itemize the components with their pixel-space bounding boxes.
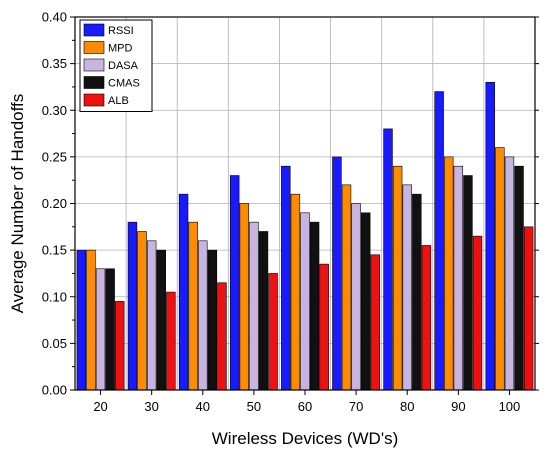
bar-dasa-40 <box>198 240 208 391</box>
legend-swatch-mpd <box>83 41 105 54</box>
y-tick-label: 0.00 <box>42 383 67 398</box>
y-tick-label: 0.20 <box>42 196 67 211</box>
bar-rssi-90 <box>434 91 444 391</box>
legend-swatch-dasa <box>83 58 105 72</box>
bar-mpd-100 <box>495 147 505 391</box>
x-tick-label: 70 <box>349 399 363 414</box>
legend-label-rssi: RSSI <box>108 25 134 37</box>
bar-dasa-20 <box>95 268 106 391</box>
bar-mpd-70 <box>341 184 352 391</box>
bar-cmas-80 <box>412 193 422 391</box>
x-tick-label: 60 <box>298 399 312 414</box>
bar-dasa-80 <box>402 184 412 391</box>
bar-dasa-70 <box>351 203 361 391</box>
legend-label-cmas: CMAS <box>108 78 140 90</box>
bar-dasa-100 <box>504 156 515 391</box>
bar-rssi-100 <box>485 81 495 391</box>
bar-alb-50 <box>268 273 278 391</box>
x-tick-label: 90 <box>451 399 465 414</box>
x-tick-label: 30 <box>144 399 158 414</box>
bar-rssi-40 <box>178 193 189 391</box>
bar-mpd-80 <box>392 165 403 391</box>
bar-dasa-50 <box>249 221 259 391</box>
bar-cmas-100 <box>514 165 524 391</box>
bar-alb-30 <box>166 291 176 391</box>
bar-cmas-90 <box>463 175 473 391</box>
bar-alb-80 <box>421 245 432 391</box>
bar-rssi-70 <box>332 156 342 391</box>
x-tick-label: 100 <box>499 399 521 414</box>
bar-rssi-60 <box>281 165 291 391</box>
x-tick-label: 50 <box>247 399 261 414</box>
bar-rssi-20 <box>76 249 87 391</box>
y-tick-label: 0.30 <box>42 103 67 118</box>
bar-alb-60 <box>319 263 329 391</box>
bar-alb-40 <box>217 282 227 391</box>
legend-label-alb: ALB <box>108 95 129 107</box>
bar-dasa-90 <box>453 165 464 391</box>
bar-dasa-30 <box>146 240 157 391</box>
bars <box>76 81 534 391</box>
bar-mpd-90 <box>444 156 454 391</box>
legend: RSSI MPD DASA CMAS ALB <box>79 19 153 112</box>
bar-alb-20 <box>115 301 125 391</box>
x-axis-ticks: 20 30 40 50 60 70 80 90 100 <box>93 390 520 414</box>
bar-alb-90 <box>472 235 483 391</box>
y-tick-label: 0.40 <box>42 10 67 25</box>
bar-mpd-50 <box>239 203 249 391</box>
bar-cmas-70 <box>361 212 371 391</box>
x-tick-label: 40 <box>196 399 210 414</box>
bar-mpd-60 <box>290 193 301 391</box>
bar-cmas-50 <box>258 231 269 391</box>
y-tick-label: 0.05 <box>42 336 67 351</box>
y-tick-label: 0.35 <box>42 56 67 71</box>
x-tick-label: 80 <box>400 399 414 414</box>
bar-cmas-40 <box>207 249 218 391</box>
y-axis-title: Average Number of Handoffs <box>8 94 27 314</box>
legend-swatch-cmas <box>83 76 105 89</box>
bar-cmas-30 <box>156 249 166 391</box>
y-tick-label: 0.10 <box>42 289 67 304</box>
bar-dasa-60 <box>300 212 310 391</box>
bar-cmas-60 <box>309 221 320 391</box>
bar-alb-100 <box>523 226 534 391</box>
y-axis-ticks: 0.00 0.05 0.10 0.15 0.20 0.25 0.30 0.35 0.40 <box>42 10 539 398</box>
legend-label-mpd: MPD <box>108 43 133 55</box>
bar-rssi-50 <box>229 175 240 391</box>
bar-mpd-40 <box>188 221 198 391</box>
legend-label-dasa: DASA <box>108 60 139 72</box>
bar-cmas-20 <box>105 268 115 391</box>
bar-mpd-30 <box>137 231 147 391</box>
bar-alb-70 <box>370 254 381 391</box>
legend-swatch-rssi <box>83 23 105 37</box>
x-tick-label: 20 <box>93 399 107 414</box>
legend-swatch-alb <box>83 93 105 107</box>
x-axis-title: Wireless Devices (WD's) <box>212 429 398 448</box>
bar-mpd-20 <box>86 249 96 391</box>
bar-rssi-80 <box>383 128 393 391</box>
y-tick-label: 0.25 <box>42 149 67 164</box>
bar-rssi-30 <box>127 221 138 391</box>
y-tick-label: 0.15 <box>42 243 67 258</box>
